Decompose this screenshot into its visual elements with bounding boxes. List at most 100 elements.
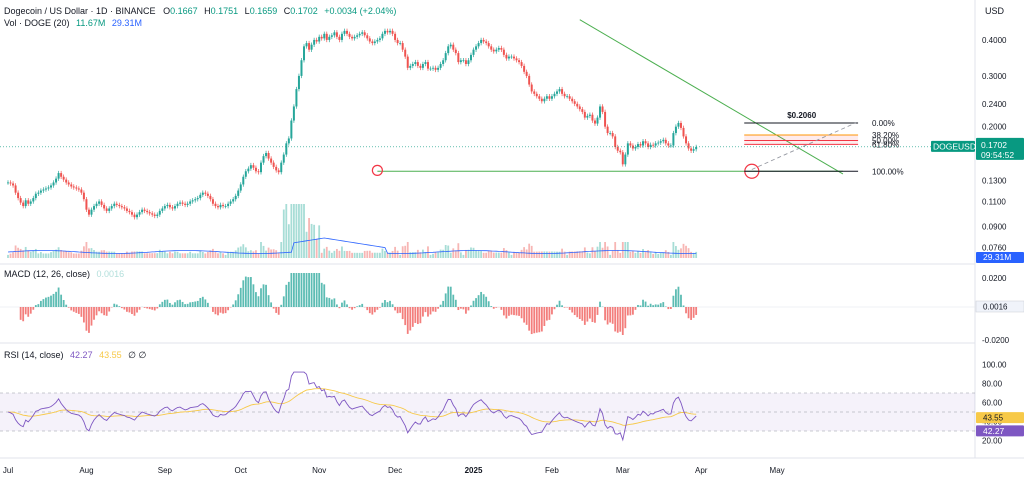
candle-body: [232, 199, 235, 202]
candle-body: [77, 188, 80, 190]
macd-histogram-bar: [351, 307, 353, 310]
macd-histogram-bar: [234, 300, 237, 307]
macd-histogram-bar: [682, 305, 685, 307]
candle-body: [295, 89, 298, 107]
candle-body: [634, 146, 637, 149]
candle-body: [42, 189, 45, 191]
macd-histogram-bar: [523, 307, 526, 323]
candle-body: [510, 56, 513, 58]
macd-histogram-bar: [394, 307, 396, 311]
candle-body: [237, 190, 240, 196]
candle-body: [47, 187, 50, 189]
macd-tick-label: -0.0200: [982, 336, 1010, 345]
candle-body: [530, 84, 533, 92]
rsi-ma-line: [7, 388, 697, 426]
macd-histogram-bar: [199, 298, 202, 307]
macd-histogram-bar: [201, 296, 204, 307]
macd-histogram-bar: [323, 284, 326, 307]
time-tick-label: Aug: [79, 466, 93, 475]
volume-bar: [381, 248, 384, 258]
candle-body: [65, 179, 68, 183]
candle-body: [406, 56, 409, 68]
candle-body: [353, 36, 356, 39]
candle-body: [315, 39, 318, 42]
macd-histogram-bar: [90, 307, 93, 326]
macd-histogram-bar: [432, 307, 434, 312]
macd-histogram-bar: [131, 307, 133, 315]
candle-body: [186, 203, 189, 205]
candle-body: [601, 106, 604, 112]
volume-bar: [138, 251, 141, 258]
volume-bar: [616, 249, 619, 258]
macd-histogram-bar: [34, 305, 37, 307]
candle-body: [52, 182, 55, 186]
candle-body: [103, 204, 106, 209]
price-tick-label: 0.3000: [982, 72, 1007, 81]
volume-bar: [667, 252, 670, 258]
candle-body: [649, 144, 652, 147]
candle-body: [333, 32, 336, 36]
volume-bar: [649, 251, 652, 258]
candle-body: [191, 200, 194, 202]
macd-histogram-bar: [93, 307, 95, 320]
macd-histogram-bar: [343, 300, 346, 307]
candle-body: [85, 199, 88, 210]
candle-body: [457, 53, 460, 63]
volume-bar: [624, 242, 627, 258]
candle-body: [500, 47, 503, 50]
candle-body: [141, 209, 144, 213]
macd-histogram-bar: [657, 304, 660, 307]
time-tick-label: Apr: [695, 466, 708, 475]
macd-histogram-bar: [583, 307, 586, 325]
macd-histogram-bar: [485, 296, 488, 307]
macd-histogram-bar: [214, 307, 217, 315]
candle-body: [216, 206, 219, 208]
macd-histogram-bar: [128, 307, 131, 313]
macd-histogram-bar: [391, 304, 394, 307]
macd-histogram-bar: [320, 282, 323, 307]
macd-histogram-bar: [353, 307, 356, 309]
volume-bar: [690, 251, 692, 258]
candle-body: [621, 152, 624, 165]
candle-body: [540, 98, 543, 102]
volume-bar: [472, 247, 475, 258]
macd-histogram-bar: [143, 307, 146, 308]
macd-histogram-bar: [475, 298, 477, 307]
candle-body: [22, 202, 25, 207]
rsi-value-badge-text: 42.27: [983, 426, 1005, 436]
candle-body: [381, 33, 384, 39]
candle-body: [414, 62, 417, 64]
macd-histogram-bar: [611, 307, 614, 324]
volume-bar: [12, 252, 14, 258]
volume-bar: [599, 242, 601, 258]
volume-bar: [300, 204, 303, 258]
volume-bar: [551, 251, 553, 258]
volume-bar: [169, 251, 171, 258]
macd-histogram-bar: [196, 300, 199, 307]
macd-histogram-bar: [561, 305, 563, 307]
macd-histogram-bar: [242, 280, 245, 307]
candle-body: [482, 39, 485, 42]
volume-bar: [93, 249, 95, 258]
time-tick-label: Oct: [235, 466, 248, 475]
volume-bar: [492, 252, 495, 258]
macd-histogram-bar: [42, 299, 45, 307]
macd-histogram-bar: [265, 284, 267, 307]
candle-body: [477, 43, 480, 47]
candle-body: [100, 201, 103, 205]
macd-histogram-bar: [490, 306, 493, 307]
macd-histogram-bar: [500, 307, 503, 310]
volume-ma-line: [7, 237, 697, 254]
volume-bar: [161, 251, 164, 258]
volume-bar: [419, 252, 422, 258]
volume-bar: [363, 250, 366, 258]
volume-bar: [22, 250, 25, 258]
volume-bar: [298, 204, 300, 258]
candle-body: [467, 60, 470, 64]
candle-body: [561, 89, 564, 94]
macd-histogram-bar: [386, 302, 389, 307]
volume-bar: [313, 224, 316, 258]
candle-body: [93, 206, 96, 210]
macd-histogram-bar: [533, 307, 536, 334]
